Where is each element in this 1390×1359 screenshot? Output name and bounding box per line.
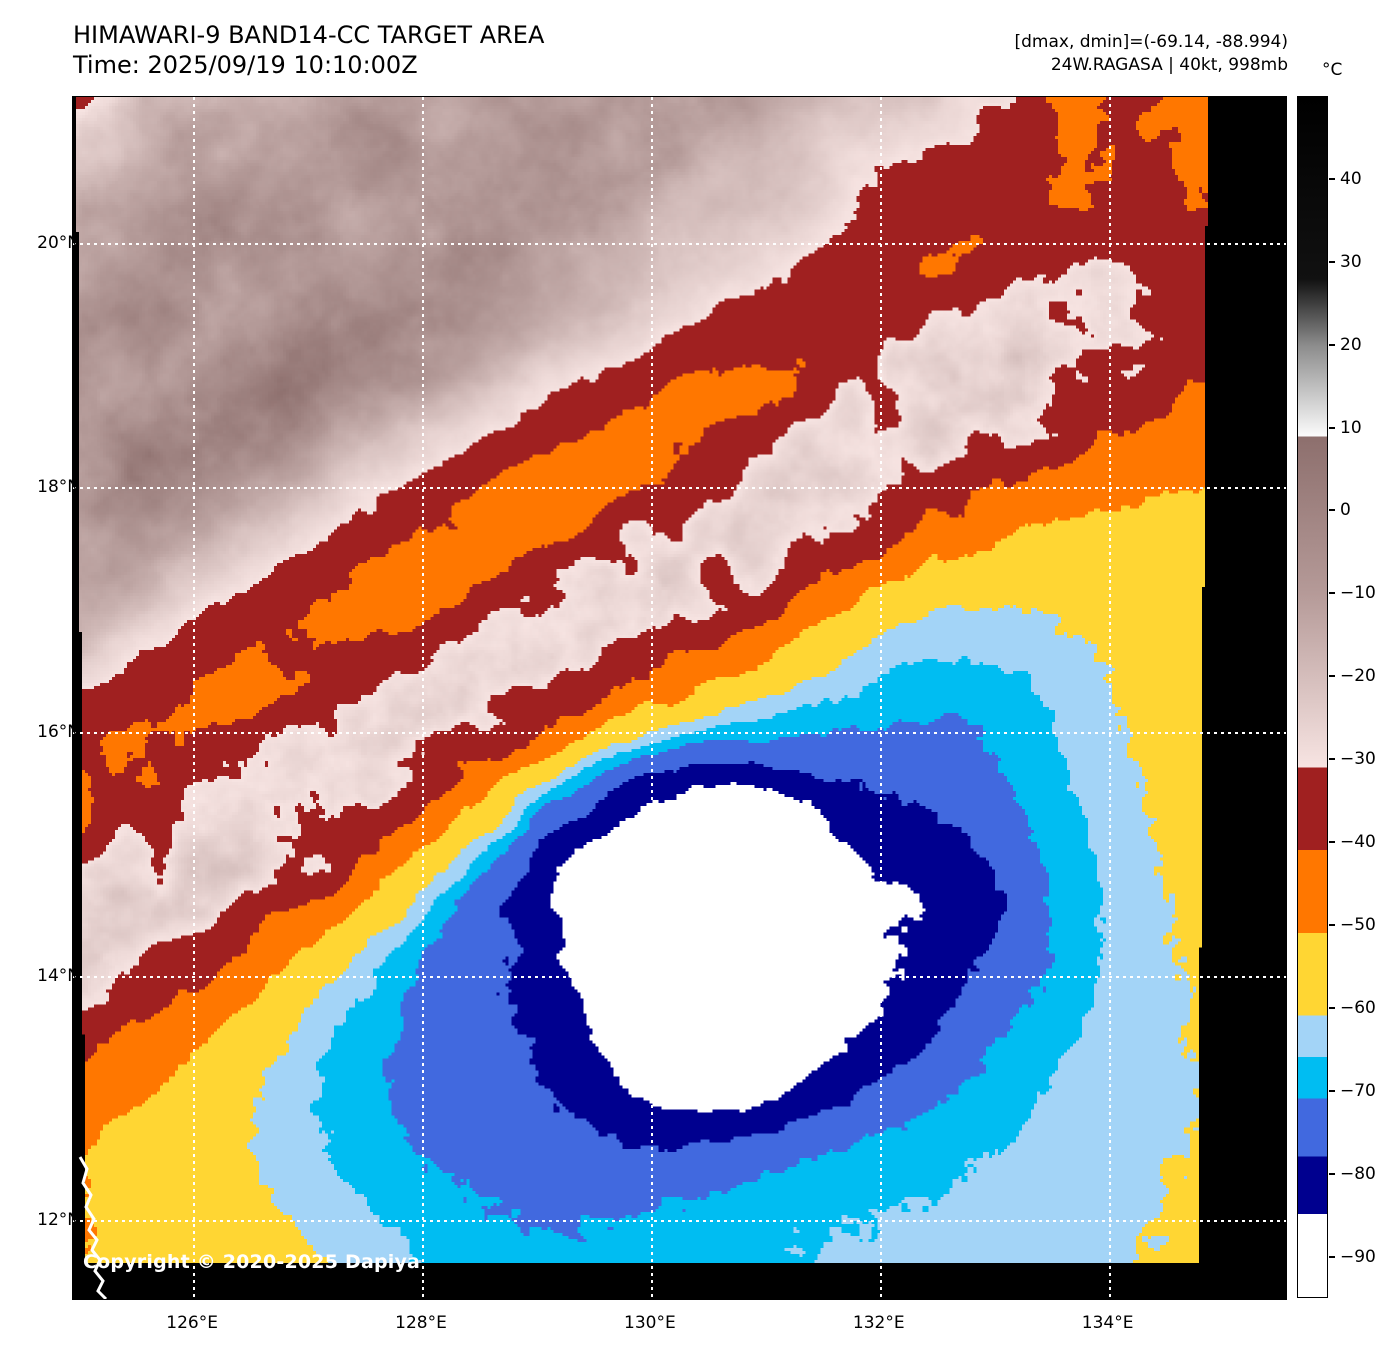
colorbar-tick-mark [1329, 592, 1335, 595]
lon-tick-label-3: 132°E [852, 1313, 905, 1333]
colorbar-tick-mark [1329, 841, 1335, 844]
plot-inner [73, 97, 1286, 1299]
page-title: HIMAWARI-9 BAND14-CC TARGET AREA [73, 21, 545, 49]
latlon-grid [73, 97, 1286, 1299]
gridline-lon [1108, 97, 1111, 1299]
gridline-lon [193, 97, 196, 1299]
lat-tick-label-2: 16°N [37, 721, 80, 742]
lon-tick-label-4: 134°E [1081, 1313, 1134, 1333]
lat-tick-label-3: 14°N [37, 965, 80, 986]
colorbar-tick-label-12: −80 [1340, 1163, 1376, 1184]
satellite-raster [73, 97, 1286, 1299]
colorbar-tick-label-3: 10 [1340, 417, 1362, 438]
coastline-svg [78, 1156, 108, 1299]
colorbar-tick-mark [1329, 426, 1335, 429]
title-block: HIMAWARI-9 BAND14-CC TARGET AREA Time: 2… [73, 20, 544, 80]
dmax-dmin-label: [dmax, dmin]=(-69.14, -88.994) [1014, 32, 1289, 52]
colorbar-tick-label-11: −70 [1340, 1080, 1376, 1101]
colorbar-tick-mark [1329, 177, 1335, 180]
gridline-lon [650, 97, 653, 1299]
colorbar-tick-label-6: −20 [1340, 666, 1376, 687]
coastline-path [78, 1156, 108, 1299]
colorbar-tick-label-0: 40 [1340, 168, 1362, 189]
colorbar-tick-mark [1329, 509, 1335, 512]
lon-tick-label-2: 130°E [624, 1313, 676, 1333]
metadata-block: [dmax, dmin]=(-69.14, -88.994) 24W.RAGAS… [1015, 31, 1289, 77]
colorbar-tick-label-9: −50 [1340, 914, 1376, 935]
colorbar-tick-mark [1329, 260, 1335, 263]
gridline-lat [73, 487, 1286, 490]
timestamp-label: Time: 2025/09/19 10:10:00Z [73, 51, 418, 79]
gridline-lon [422, 97, 425, 1299]
colorbar-gradient [1298, 97, 1327, 1297]
colorbar-tick-mark [1329, 923, 1335, 926]
copyright-label: Copyright © 2020-2025 Dapiya [83, 1251, 421, 1273]
satellite-image-plot[interactable]: Copyright © 2020-2025 Dapiya [72, 96, 1287, 1300]
colorbar-tick-mark [1329, 1172, 1335, 1175]
colorbar-tick-label-8: −40 [1340, 832, 1376, 853]
colorbar-tick-mark [1329, 1006, 1335, 1009]
colorbar-unit-label: °C [1322, 60, 1343, 80]
gridline-lat [73, 975, 1286, 978]
colorbar-tick-label-1: 30 [1340, 251, 1362, 272]
colorbar-tick-label-4: 0 [1340, 500, 1351, 521]
lat-tick-label-4: 12°N [37, 1209, 80, 1230]
satellite-raster-canvas [73, 97, 1286, 1299]
colorbar-tick-mark [1329, 675, 1335, 678]
colorbar-tick-label-10: −60 [1340, 997, 1376, 1018]
colorbar-tick-label-2: 20 [1340, 334, 1362, 355]
gridline-lat [73, 1219, 1286, 1222]
lon-tick-label-0: 126°E [166, 1313, 218, 1333]
lat-tick-label-0: 20°N [37, 233, 80, 254]
lat-tick-label-1: 18°N [37, 477, 80, 498]
colorbar-tick-mark [1329, 343, 1335, 346]
gridline-lat [73, 731, 1286, 734]
gridline-lon [879, 97, 882, 1299]
colorbar-tick-label-13: −90 [1340, 1246, 1376, 1267]
lon-tick-label-1: 128°E [395, 1313, 447, 1333]
colorbar-tick-label-5: −10 [1340, 583, 1376, 604]
storm-info-label: 24W.RAGASA | 40kt, 998mb [1050, 55, 1288, 75]
coastline-overlay [73, 97, 1286, 1299]
colorbar-tick-mark [1329, 1255, 1335, 1258]
colorbar-tick-mark [1329, 758, 1335, 761]
gridline-lat [73, 243, 1286, 246]
colorbar-tick-label-7: −30 [1340, 749, 1376, 770]
colorbar[interactable] [1297, 96, 1328, 1298]
colorbar-tick-mark [1329, 1089, 1335, 1092]
